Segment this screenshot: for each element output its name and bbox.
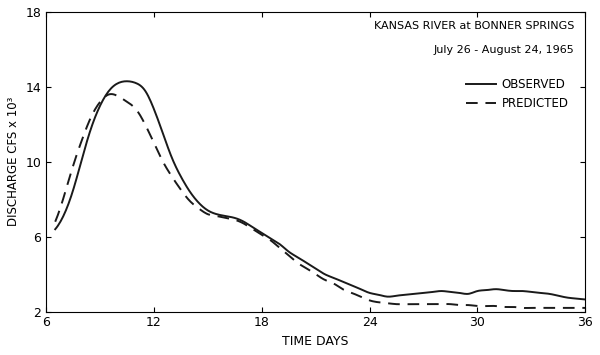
PREDICTED [226,217,233,221]
OBSERVED [124,79,131,83]
Y-axis label: DISCHARGE CFS x 10³: DISCHARGE CFS x 10³ [7,97,20,226]
PREDICTED [52,220,59,224]
PREDICTED [436,302,443,306]
PREDICTED [438,302,445,306]
PREDICTED [386,301,394,306]
OBSERVED [263,234,270,238]
OBSERVED [386,295,394,299]
PREDICTED [581,306,589,310]
OBSERVED [115,81,122,85]
PREDICTED [107,92,115,96]
Line: PREDICTED: PREDICTED [55,94,585,308]
OBSERVED [581,297,589,302]
Text: July 26 - August 24, 1965: July 26 - August 24, 1965 [434,45,574,55]
Text: KANSAS RIVER at BONNER SPRINGS: KANSAS RIVER at BONNER SPRINGS [374,21,574,31]
OBSERVED [436,289,443,293]
OBSERVED [226,214,233,219]
PREDICTED [117,95,124,100]
PREDICTED [263,235,270,240]
X-axis label: TIME DAYS: TIME DAYS [283,335,349,348]
Legend: OBSERVED, PREDICTED: OBSERVED, PREDICTED [466,78,568,110]
Line: OBSERVED: OBSERVED [55,81,585,300]
OBSERVED [438,289,445,293]
OBSERVED [52,227,59,231]
PREDICTED [522,306,529,310]
